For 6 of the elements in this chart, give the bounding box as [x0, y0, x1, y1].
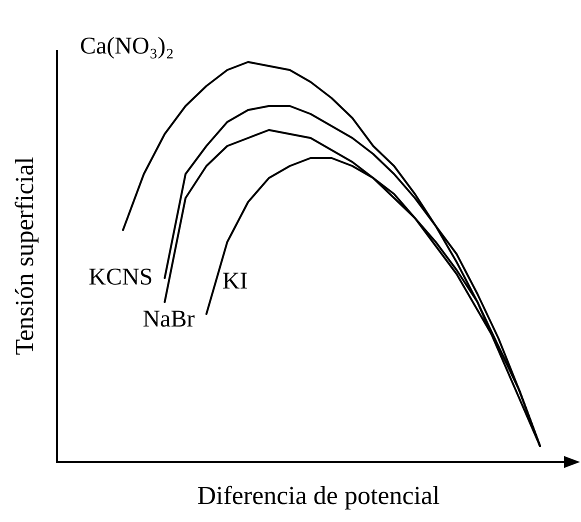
y-axis-title: Tensión superficial [10, 156, 39, 356]
series-label: KCNS [88, 264, 153, 290]
series-label: Ca(NO₃)₂ [80, 33, 174, 60]
series-label: KI [222, 268, 248, 294]
x-axis-title: Diferencia de potencial [197, 480, 440, 510]
series-label: NaBr [142, 306, 195, 332]
